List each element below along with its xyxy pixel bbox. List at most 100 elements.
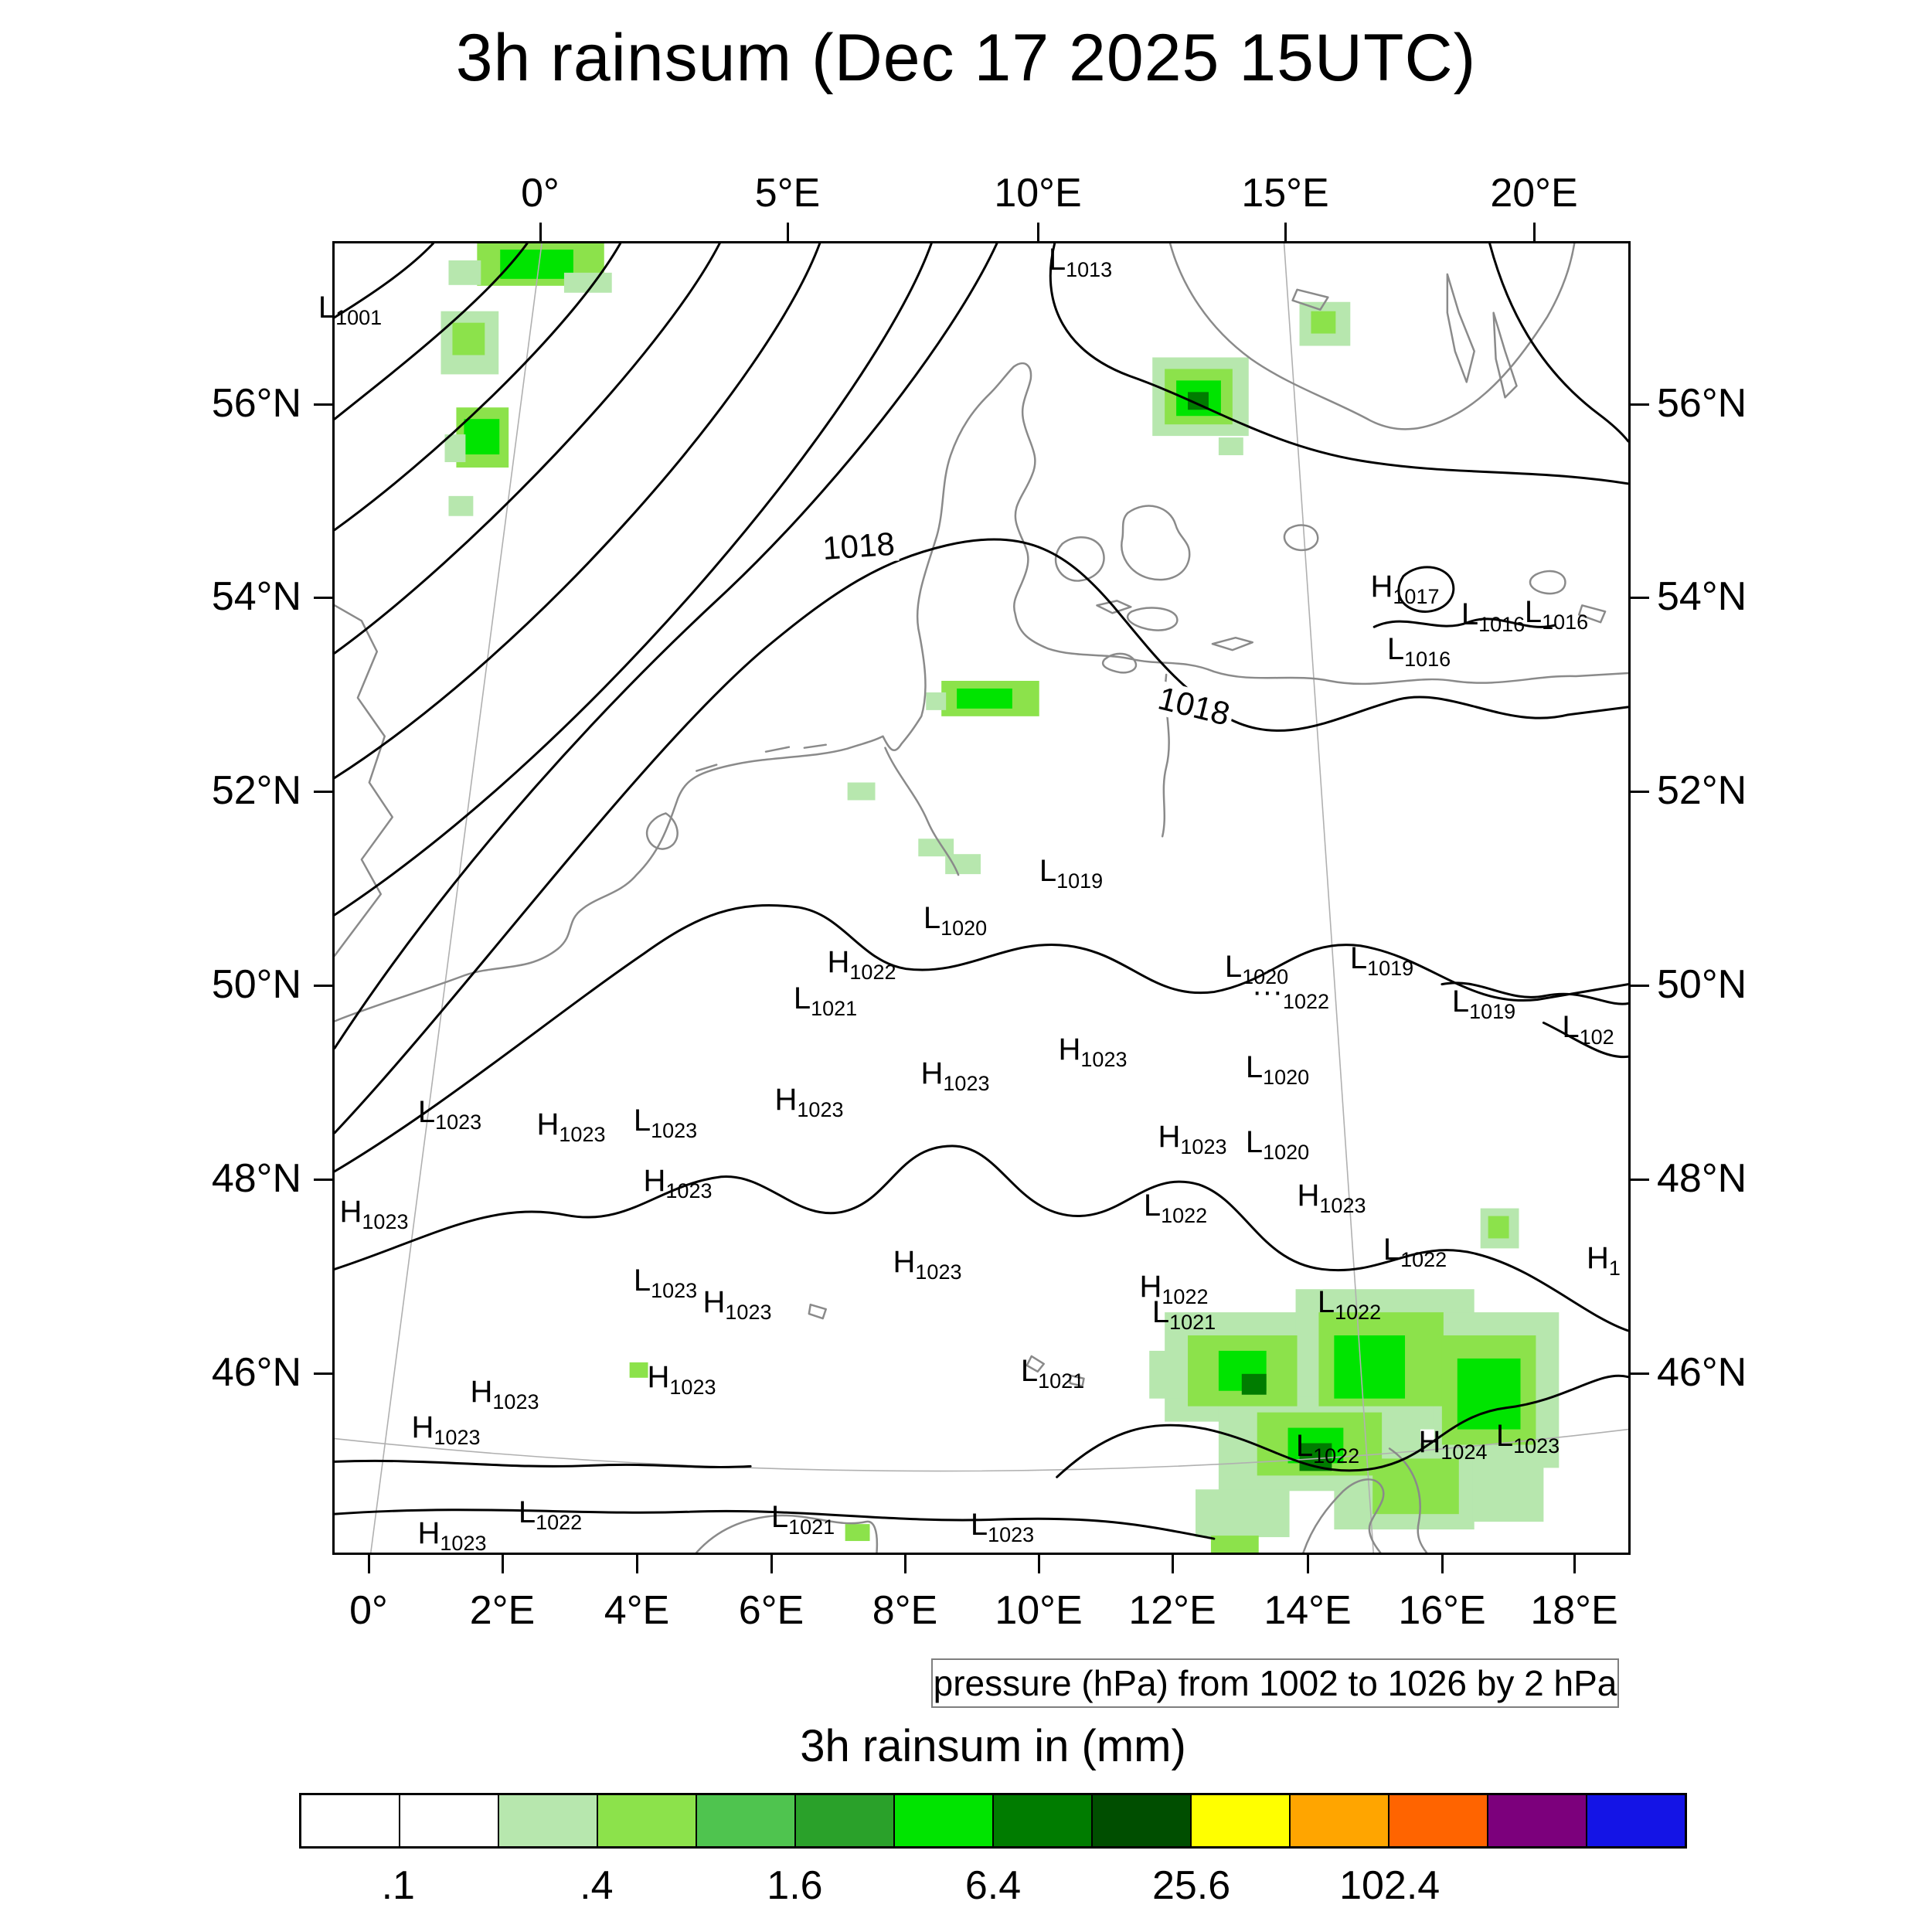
isobar-contour bbox=[1440, 981, 1628, 1005]
map-plot-area: L1001 L1013 H1017 L1016 L1016 L1016 L1019 L1020… bbox=[318, 241, 1631, 1555]
right-axis-tick bbox=[1631, 1372, 1649, 1375]
pressure-center-letter: L bbox=[518, 1495, 536, 1530]
pressure-center-low: L1021 bbox=[1152, 1297, 1216, 1333]
bottom-axis-label: 10°E bbox=[995, 1588, 1083, 1633]
pressure-center-value: 1020 bbox=[1242, 965, 1289, 989]
pressure-center-letter: H bbox=[411, 1410, 434, 1445]
coastline bbox=[884, 747, 960, 876]
colorbar-cell bbox=[1488, 1795, 1587, 1846]
bottom-axis-label: 6°E bbox=[738, 1588, 804, 1633]
colorbar-cell bbox=[895, 1795, 994, 1846]
pressure-center-low: L1023 bbox=[1495, 1419, 1560, 1457]
colorbar-cell bbox=[994, 1795, 1093, 1846]
pressure-center-value: 1020 bbox=[940, 917, 988, 940]
pressure-center-letter: H bbox=[417, 1516, 440, 1551]
pressure-center-low: L1021 bbox=[794, 983, 857, 1019]
top-axis-tick bbox=[539, 223, 542, 241]
isobar-contour bbox=[335, 1459, 752, 1468]
pressure-center-low: L102 bbox=[1562, 1012, 1614, 1048]
left-axis-tick bbox=[314, 1178, 332, 1181]
pressure-center-low: L1023 bbox=[971, 1509, 1034, 1546]
pressure-center-letter: H bbox=[893, 1245, 916, 1280]
isobar-contour bbox=[335, 538, 1628, 1134]
pressure-center-value: 1024 bbox=[1440, 1440, 1488, 1464]
bottom-axis-label: 2°E bbox=[469, 1588, 536, 1633]
isobar-contour bbox=[335, 243, 933, 917]
pressure-center-value: 1023 bbox=[1080, 1048, 1128, 1072]
pressure-center-letter: L bbox=[1495, 1419, 1514, 1454]
pressure-center-low: L1001 bbox=[318, 291, 382, 328]
pressure-center-low: L1019 bbox=[1039, 855, 1103, 892]
isobar-contours-layer bbox=[335, 243, 1628, 1540]
isobar-contour bbox=[1488, 243, 1628, 443]
pressure-center-value: 1023 bbox=[943, 1072, 990, 1096]
pressure-center-value: 1022 bbox=[1400, 1248, 1447, 1272]
pressure-center-letter: L bbox=[923, 901, 941, 936]
left-axis-label: 46°N bbox=[211, 1350, 301, 1395]
rain-fill-layer bbox=[440, 243, 1560, 1553]
bottom-axis-tick bbox=[367, 1555, 370, 1573]
bottom-axis-label: 12°E bbox=[1128, 1588, 1216, 1633]
top-axis-label: 10°E bbox=[994, 171, 1082, 216]
coastline bbox=[1069, 1374, 1085, 1388]
pressure-center-value: 1022 bbox=[1313, 1444, 1360, 1468]
rain-cell bbox=[1488, 1216, 1509, 1239]
pressure-center-high: H1017 bbox=[1371, 571, 1440, 607]
colorbar-tick-label: 6.4 bbox=[964, 1863, 1022, 1908]
coastline bbox=[1026, 1355, 1045, 1373]
pressure-center-high: H1023 bbox=[774, 1083, 844, 1121]
rain-cell bbox=[1196, 1489, 1290, 1538]
right-axis-tick bbox=[1631, 1178, 1649, 1181]
pressure-center-high: H1023 bbox=[339, 1195, 409, 1233]
coastline bbox=[1291, 288, 1329, 311]
top-axis-tick bbox=[1036, 223, 1039, 241]
pressure-center-low: L1022 bbox=[1318, 1287, 1381, 1323]
pressure-center-value: 1023 bbox=[434, 1426, 481, 1450]
coastline bbox=[1168, 243, 1576, 430]
pressure-center-high: H1023 bbox=[893, 1245, 962, 1283]
pressure-center-value: 1021 bbox=[811, 997, 858, 1021]
pressure-center-letter: L bbox=[318, 291, 336, 325]
bottom-axis-label: 4°E bbox=[604, 1588, 670, 1633]
pressure-center-letter: H bbox=[536, 1107, 560, 1142]
pressure-center-letter: H bbox=[774, 1083, 798, 1117]
pressure-center-value: 1016 bbox=[1404, 648, 1451, 672]
pressure-center-value: 1021 bbox=[1038, 1369, 1085, 1393]
pressure-center-letter: H bbox=[1297, 1179, 1320, 1213]
pressure-center-letter: L bbox=[1143, 1189, 1162, 1223]
pressure-center-value: 1023 bbox=[362, 1210, 409, 1234]
rain-cell bbox=[847, 782, 876, 801]
pressure-center-high: H1 bbox=[1587, 1243, 1621, 1279]
pressure-center-value: 1023 bbox=[725, 1301, 772, 1325]
colorbar-tick-label: .1 bbox=[381, 1863, 415, 1908]
pressure-center-low: L1016 bbox=[1525, 597, 1588, 633]
pressure-center-value: 1023 bbox=[669, 1376, 716, 1400]
isobar-contour bbox=[1056, 1374, 1628, 1478]
pressure-center-value: 1023 bbox=[559, 1123, 606, 1147]
coastline bbox=[1446, 273, 1475, 383]
top-axis-tick bbox=[1532, 223, 1536, 241]
pressure-center-value: 1023 bbox=[665, 1179, 713, 1203]
left-axis-label: 56°N bbox=[211, 381, 301, 426]
map-svg bbox=[335, 243, 1628, 1553]
colorbar-title: 3h rainsum in (mm) bbox=[800, 1721, 1186, 1771]
pressure-center-high: H1022 bbox=[828, 947, 896, 983]
colorbar-cell bbox=[697, 1795, 796, 1846]
bottom-axis-tick bbox=[770, 1555, 773, 1573]
pressure-center-high: H1023 bbox=[644, 1165, 713, 1202]
bottom-axis-tick bbox=[903, 1555, 906, 1573]
pressure-center-letter: H bbox=[339, 1195, 362, 1230]
colorbar-tick-label: 1.6 bbox=[767, 1863, 823, 1908]
top-axis-tick bbox=[1284, 223, 1287, 241]
pressure-center-low: L1023 bbox=[418, 1097, 481, 1133]
pressure-center-value: 1023 bbox=[988, 1523, 1035, 1547]
rain-cell bbox=[945, 854, 981, 875]
pressure-center-letter: L bbox=[1224, 950, 1243, 985]
pressure-center-letter: L bbox=[1349, 941, 1368, 976]
left-axis-label: 48°N bbox=[211, 1156, 301, 1201]
pressure-center-value: 1023 bbox=[1513, 1434, 1560, 1458]
right-axis-tick bbox=[1631, 790, 1649, 793]
left-axis-tick bbox=[314, 596, 332, 599]
bottom-axis-label: 0° bbox=[349, 1588, 388, 1633]
